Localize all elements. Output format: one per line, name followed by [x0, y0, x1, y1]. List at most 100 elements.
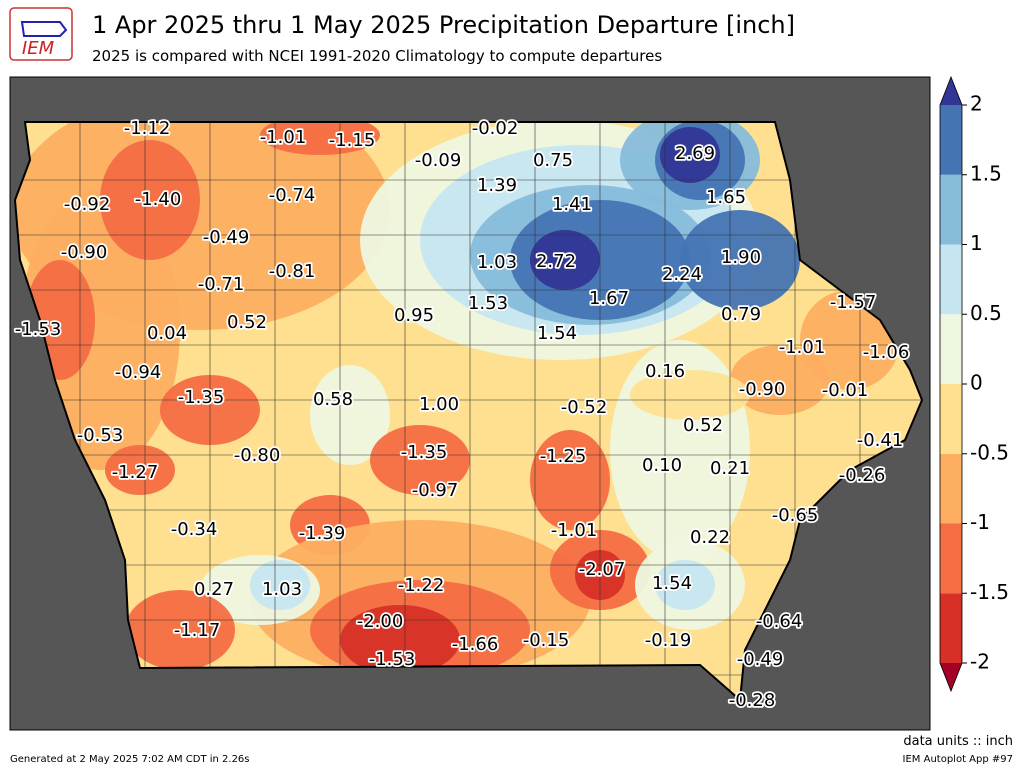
- station-value: 0.52: [227, 312, 267, 333]
- station-value: -0.80: [234, 445, 281, 466]
- station-value: -0.28: [729, 690, 776, 711]
- station-value: 1.53: [468, 293, 508, 314]
- colorbar-band: [940, 384, 962, 454]
- station-value: 1.00: [419, 394, 459, 415]
- contour-region: [370, 425, 470, 495]
- colorbar-band: [940, 453, 962, 524]
- station-value: 0.75: [533, 150, 573, 171]
- station-value: -0.97: [412, 480, 459, 501]
- station-value: 2.72: [536, 251, 576, 272]
- station-value: -0.94: [115, 362, 162, 383]
- colorbar-extend-under: [940, 663, 962, 691]
- station-value: -0.81: [269, 261, 316, 282]
- station-value: -1.66: [452, 634, 499, 655]
- contour-region: [730, 345, 830, 415]
- station-value: -1.27: [112, 462, 159, 483]
- contour-region: [530, 430, 610, 530]
- colorbar-tick-label: 1.5: [970, 161, 1002, 185]
- station-value: -0.90: [61, 242, 108, 263]
- state-border: [13, 121, 924, 703]
- station-value: -1.39: [299, 523, 346, 544]
- colorbar-tick-label: 1: [970, 231, 983, 255]
- station-value: 2.24: [662, 264, 702, 285]
- station-value: -2.00: [357, 611, 404, 632]
- station-value: -1.53: [15, 319, 62, 340]
- station-value: -1.53: [369, 649, 416, 670]
- station-value: -1.12: [124, 118, 171, 139]
- logo: IEM: [9, 7, 73, 61]
- colorbar-tick-label: -1.5: [970, 580, 1009, 604]
- station-value: -0.74: [269, 185, 316, 206]
- units-note: data units :: inch: [903, 734, 1013, 749]
- station-value: 2.69: [675, 143, 715, 164]
- colorbar-band: [940, 314, 962, 384]
- station-value: 1.39: [477, 175, 517, 196]
- station-value: -0.90: [739, 379, 786, 400]
- station-value: -0.71: [198, 274, 245, 295]
- station-labels: -1.12 -1.01 -1.15 -0.02 -0.09 0.75 2.69 -0.92 -1…: [13, 116, 911, 713]
- station-value: 0.95: [394, 305, 434, 326]
- station-value: 1.90: [721, 247, 761, 268]
- station-value: -1.35: [178, 387, 225, 408]
- station-value: -0.15: [523, 630, 570, 651]
- contour-region: [125, 590, 235, 670]
- station-value: -0.49: [737, 649, 784, 670]
- contour-region: [100, 140, 200, 260]
- station-value: -1.22: [398, 575, 445, 596]
- station-value: 0.22: [690, 527, 730, 548]
- contour-region: [250, 560, 310, 610]
- station-value: -0.64: [756, 611, 803, 632]
- contour-region: [660, 127, 720, 183]
- colorbar-band: [940, 174, 962, 245]
- colorbar-band: [940, 593, 962, 663]
- station-value: 1.54: [652, 573, 692, 594]
- colorbar-band: [940, 244, 962, 315]
- station-value: 1.67: [589, 288, 629, 309]
- station-value: -0.65: [772, 505, 819, 526]
- colorbar-tick-label: -0.5: [970, 440, 1009, 464]
- station-value: -0.41: [857, 430, 904, 451]
- station-value: 0.21: [710, 458, 750, 479]
- contour-region: [340, 605, 460, 675]
- station-value: -1.15: [329, 130, 376, 151]
- station-value: -1.06: [863, 342, 910, 363]
- station-value: -1.57: [830, 292, 877, 313]
- station-value: -0.02: [472, 118, 519, 139]
- station-value: 1.03: [262, 579, 302, 600]
- station-value: -1.17: [174, 620, 221, 641]
- contour-region: [530, 230, 600, 290]
- station-value: 1.54: [537, 323, 577, 344]
- station-value: -1.35: [401, 442, 448, 463]
- colorbar: -2 -1.5 -1 -0.5 0 0.5 1 1.5 2: [939, 75, 1009, 693]
- station-value: 1.41: [552, 194, 592, 215]
- station-value: 1.65: [706, 187, 746, 208]
- station-value: -0.34: [171, 519, 218, 540]
- colorbar-tick-label: 0: [970, 371, 983, 395]
- station-value: -1.25: [540, 446, 587, 467]
- contour-region: [105, 445, 175, 495]
- title: 1 Apr 2025 thru 1 May 2025 Precipitation…: [92, 11, 795, 39]
- footer-right: IEM Autoplot App #97: [903, 754, 1013, 765]
- colorbar-band: [940, 523, 962, 594]
- station-value: -1.01: [551, 520, 598, 541]
- station-value: 0.04: [147, 323, 187, 344]
- colorbar-extend-over: [940, 77, 962, 105]
- contour-region: [260, 122, 380, 155]
- subtitle: 2025 is compared with NCEI 1991-2020 Cli…: [92, 47, 662, 65]
- colorbar-band: [940, 105, 962, 175]
- station-value: -2.07: [579, 559, 626, 580]
- station-value: 0.58: [313, 389, 353, 410]
- station-value: -0.26: [839, 465, 886, 486]
- station-value: -1.01: [779, 337, 826, 358]
- colorbar-tick-label: -2: [970, 650, 990, 674]
- contour-region: [310, 365, 390, 465]
- station-value: 1.03: [477, 252, 517, 273]
- station-value: -0.53: [77, 425, 124, 446]
- footer-left: Generated at 2 May 2025 7:02 AM CDT in 2…: [10, 754, 250, 765]
- station-value: 0.27: [194, 579, 234, 600]
- station-value: -1.01: [260, 127, 307, 148]
- station-value: 0.16: [645, 361, 685, 382]
- contour-region: [655, 560, 715, 610]
- colorbar-tick-label: 0.5: [970, 301, 1002, 325]
